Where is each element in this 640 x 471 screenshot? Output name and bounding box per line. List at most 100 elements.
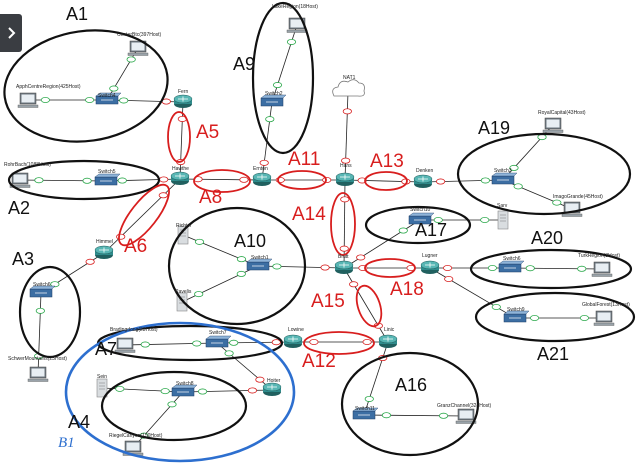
- cable-sw4-fern: [106, 99, 184, 103]
- port-indicator: [109, 85, 119, 92]
- device-label-switch6: Switch6: [503, 256, 521, 262]
- switch-icon: [408, 212, 435, 217]
- port-indicator: [236, 270, 246, 277]
- port-indicator: [577, 265, 587, 272]
- port-indicator: [491, 303, 501, 310]
- port-indicator: [194, 238, 205, 245]
- area-label-a3: A3: [12, 249, 35, 269]
- port-indicator: [340, 196, 350, 203]
- device-label-switch1: Switch1: [251, 255, 269, 261]
- cable-ravelis-sw1: [181, 265, 259, 303]
- cable-nat-hans: [344, 91, 349, 181]
- port-indicator: [50, 281, 60, 288]
- device-label-switch8: Switch8: [176, 381, 194, 387]
- port-indicator: [341, 157, 351, 164]
- link-label-a13: A13: [370, 151, 404, 172]
- device-label-centerbtc: CenterBtc(397Host): [117, 32, 162, 38]
- port-indicator: [509, 164, 519, 171]
- port-indicator: [480, 216, 490, 223]
- link-label-a5: A5: [196, 122, 220, 143]
- router-icon: [425, 262, 435, 268]
- port-indicator: [229, 339, 239, 346]
- device-label-switch3: Switch3: [494, 168, 512, 174]
- device-label-himmel: Himmel: [96, 239, 113, 245]
- cable-linic-sw11: [363, 341, 389, 416]
- pc-icon: [17, 104, 39, 108]
- pc-icon: [27, 378, 49, 382]
- area-label-a9: A9: [233, 54, 256, 74]
- link-a18-outline: [364, 258, 416, 278]
- area-a1-outline: [3, 29, 169, 143]
- cable-hans-brutt: [343, 179, 346, 269]
- device-label-fern: Fern: [178, 89, 189, 95]
- device-label-lowine: Lowine: [288, 327, 304, 333]
- port-indicator: [224, 350, 234, 357]
- link-label-a8: A8: [199, 187, 223, 208]
- pc-icon: [561, 213, 583, 217]
- device-label-riegelcanyon: RiegelCanyon(150Host): [109, 433, 163, 439]
- switch-icon: [246, 258, 273, 263]
- switch-icon: [95, 92, 122, 97]
- cable-sein-sw8: [101, 387, 184, 393]
- port-indicator: [158, 192, 168, 199]
- cable-sw6-turkhost: [509, 267, 603, 270]
- port-indicator: [444, 275, 454, 282]
- link-label-a6: A6: [124, 236, 148, 257]
- area-a4-outline: [100, 370, 248, 442]
- port-indicator: [119, 97, 129, 104]
- link-a11-outline: [277, 170, 327, 190]
- device-label-richter: Richter: [176, 223, 192, 229]
- area-a3-outline: [18, 265, 82, 359]
- device-label-switch10: Switch10: [410, 207, 431, 213]
- pc-icon: [126, 442, 140, 451]
- switch-icon: [205, 335, 232, 340]
- cable-lugner-sw9: [429, 267, 516, 319]
- pc-icon: [9, 184, 31, 188]
- router-icon: [99, 247, 109, 253]
- switch-icon: [503, 310, 530, 315]
- port-indicator: [342, 108, 352, 115]
- area-label-a2: A2: [8, 198, 31, 218]
- pc-icon: [290, 19, 304, 28]
- cable-hans-denken: [344, 179, 424, 183]
- link-a15-outline: [355, 284, 383, 328]
- switch-icon: [29, 285, 56, 290]
- pc-icon: [591, 273, 613, 277]
- device-label-globalforest: GlobalForest(13Host): [582, 302, 630, 308]
- switch-icon: [94, 173, 121, 178]
- port-indicator: [255, 376, 265, 383]
- port-indicator: [364, 395, 374, 402]
- link-a12-outline: [303, 331, 375, 355]
- pc-icon: [595, 263, 609, 272]
- port-indicator: [442, 264, 453, 271]
- device-label-granzchannel: GranzChannel(324Host): [437, 403, 492, 409]
- chevron-right-icon: [8, 27, 16, 39]
- pc-icon: [13, 174, 27, 183]
- port-indicator: [197, 388, 208, 395]
- server-icon: [176, 292, 188, 312]
- port-indicator: [35, 307, 45, 314]
- router-icon: [383, 336, 393, 342]
- port-indicator: [159, 176, 169, 183]
- area-a10-outline: [167, 206, 307, 326]
- cable-sw8-hoiter: [182, 389, 273, 393]
- link-label-a15: A15: [311, 291, 345, 312]
- link-label-a18: A18: [390, 279, 424, 300]
- device-label-switch11: Switch11: [355, 406, 375, 412]
- device-label-nat1: NAT1: [343, 75, 356, 81]
- area-a19-outline: [456, 132, 632, 216]
- port-indicator: [356, 254, 366, 261]
- port-indicator: [126, 56, 136, 63]
- pc-icon: [455, 420, 477, 424]
- area-a16-outline: [340, 351, 480, 457]
- device-label-rohrbach: RohrBach(1088Host): [4, 162, 51, 168]
- sidebar-toggle-button[interactable]: [0, 14, 22, 52]
- port-indicator: [552, 199, 562, 206]
- device-label-turkregion: TurkRegion(3Host): [578, 253, 621, 259]
- pc-icon: [542, 129, 564, 133]
- port-indicator: [272, 82, 283, 89]
- pc-icon: [546, 119, 560, 128]
- device-label-bradingdong: Bradingdong(23Host): [110, 327, 158, 333]
- link-a8-outline: [193, 169, 251, 193]
